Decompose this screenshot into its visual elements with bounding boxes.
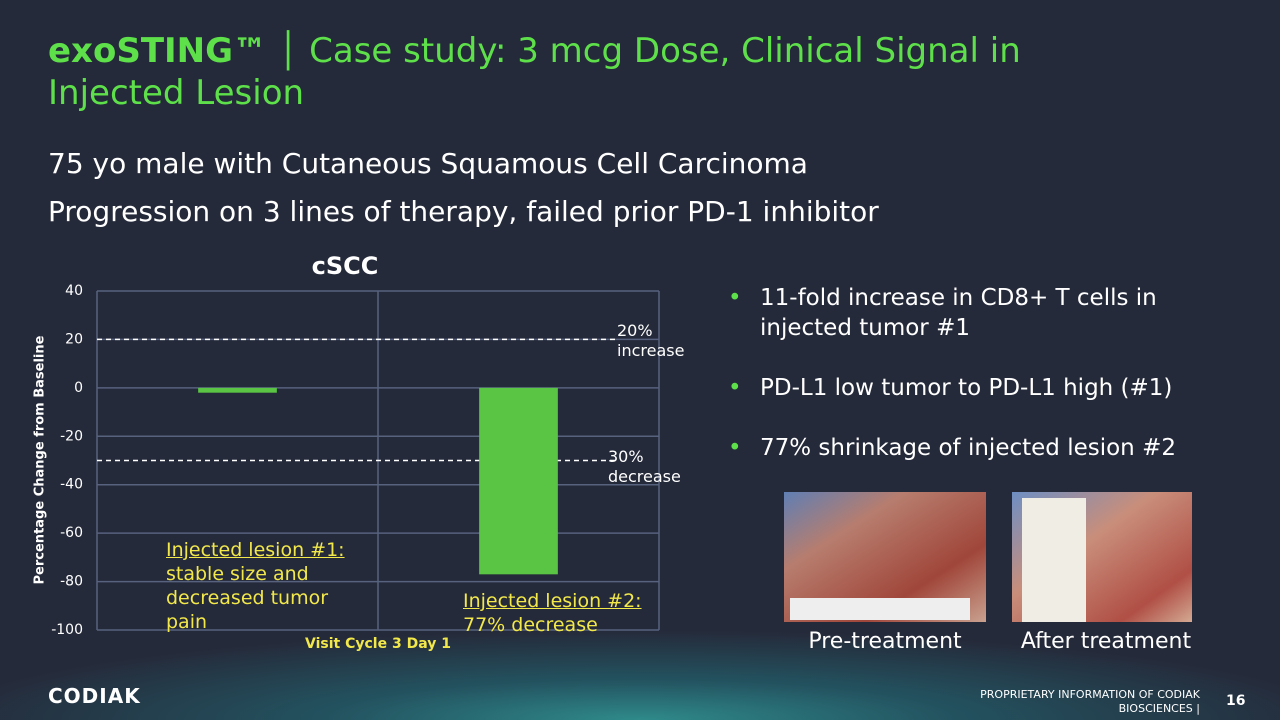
y-tick-label: -100 xyxy=(51,622,83,638)
annotation: Injected lesion #1: stable size and decre… xyxy=(166,538,366,634)
subtitle: 75 yo male with Cutaneous Squamous Cell … xyxy=(48,147,808,180)
y-tick-label: 40 xyxy=(65,283,83,299)
bullet-list: 11-fold increase in CD8+ T cells in inje… xyxy=(728,283,1248,493)
x-axis-label: Visit Cycle 3 Day 1 xyxy=(305,636,451,652)
y-tick-label: 20 xyxy=(65,331,83,347)
y-axis-label: Percentage Change from Baseline xyxy=(33,335,48,584)
page-number: 16 xyxy=(1226,693,1246,709)
y-tick-label: -40 xyxy=(60,477,83,493)
title-text: Case study: 3 mcg Dose, Clinical Signal … xyxy=(48,31,1021,113)
y-tick-label: -80 xyxy=(60,574,83,590)
annotation-heading: Injected lesion #1: xyxy=(166,539,345,561)
reference-label: 30% decrease xyxy=(608,447,681,486)
chart-title: cSCC xyxy=(312,252,379,280)
annotation-text: 77% decrease xyxy=(463,614,598,636)
subtitle: Progression on 3 lines of therapy, faile… xyxy=(48,195,879,228)
slide-title: exoSTING™ │ Case study: 3 mcg Dose, Clin… xyxy=(48,31,1021,113)
footer-notice: PROPRIETARY INFORMATION OF CODIAK BIOSCI… xyxy=(980,688,1200,715)
annotation: Injected lesion #2: 77% decrease xyxy=(463,589,663,637)
reference-label: 20% increase xyxy=(617,321,685,360)
photo-caption: After treatment xyxy=(1020,629,1192,654)
bullet: 77% shrinkage of injected lesion #2 xyxy=(728,433,1248,463)
bar xyxy=(198,387,277,393)
ruler xyxy=(790,598,970,620)
y-tick-label: -60 xyxy=(60,525,83,541)
brand: exoSTING™ xyxy=(48,31,268,71)
annotation-heading: Injected lesion #2: xyxy=(463,590,642,612)
bullet: PD-L1 low tumor to PD-L1 high (#1) xyxy=(728,373,1248,403)
bar xyxy=(479,387,558,575)
bullet: 11-fold increase in CD8+ T cells in inje… xyxy=(728,283,1248,343)
logo: CODIAK xyxy=(48,684,141,708)
y-tick-label: 0 xyxy=(74,380,83,396)
annotation-text: stable size and decreased tumor pain xyxy=(166,563,329,633)
ruler xyxy=(1022,498,1086,622)
y-tick-label: -20 xyxy=(60,428,83,444)
photo-caption: Pre-treatment xyxy=(808,629,962,654)
